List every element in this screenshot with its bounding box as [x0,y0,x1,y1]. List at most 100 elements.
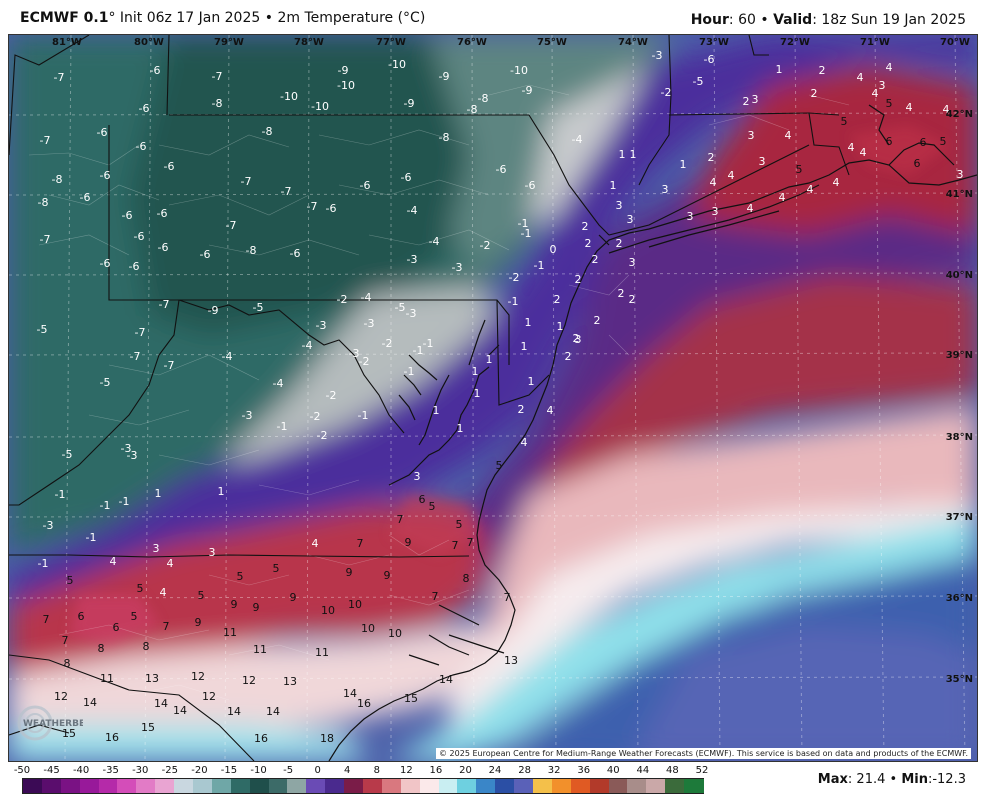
temperature-value-label: 4 [860,146,867,159]
temperature-value-label: -6 [157,207,168,220]
temperature-value-label: 1 [218,485,225,498]
latitude-label: 40°N [946,270,973,281]
degree-sign: ° [108,10,116,26]
temperature-value-label: 9 [346,566,353,579]
colorbar-swatch [249,779,270,793]
temperature-value-label: -5 [693,75,704,88]
temperature-value-label: 13 [283,675,297,688]
temperature-value-label: 15 [404,692,418,705]
temperature-value-label: 1 [619,148,626,161]
temperature-map[interactable]: -7 -6 -7 -9 -10 -9 -10 -3 -6 -5 -2 -6 -8 -10 -10 -10 -9-… [8,34,978,762]
temperature-value-label: 1 [472,365,479,378]
temperature-value-label: 3 [662,183,669,196]
temperature-value-label: 14 [154,697,168,710]
temperature-value-label: -3 [127,449,138,462]
temperature-value-label: 4 [521,436,528,449]
min-value: :-12.3 [927,772,966,787]
temperature-value-label: 5 [496,459,503,472]
temperature-value-label: -9 [208,304,219,317]
temperature-value-label: -7 [159,298,170,311]
temperature-value-label: 13 [145,672,159,685]
temperature-value-label: 8 [463,572,470,585]
colorbar-swatch [306,779,326,793]
temperature-value-label: 14 [343,687,357,700]
lat-lon-grid [9,35,977,761]
temperature-value-label: 10 [348,598,362,611]
temperature-value-label: -7 [307,200,318,213]
temperature-value-label: -8 [212,97,223,110]
temperature-value-label: -1 [55,488,66,501]
temperature-value-label: -3 [652,49,663,62]
colorbar-swatch [193,779,213,793]
temperature-value-label: 6 [886,135,893,148]
colorbar-swatch [174,779,194,793]
temperature-value-label: 1 [557,320,564,333]
temperature-value-label: -7 [226,219,237,232]
temperature-value-label: 14 [83,696,97,709]
temperature-value-label: -3 [43,519,54,532]
temperature-value-label: -6 [150,64,161,77]
temperature-colorbar [22,778,704,794]
valid-value: : 18z Sun 19 Jan 2025 [812,12,966,28]
temperature-value-label: -3 [407,253,418,266]
temperature-value-label: -6 [164,160,175,173]
temperature-value-label: 7 [467,536,474,549]
colorbar-swatch [627,779,647,793]
temperature-value-label: 2 [811,87,818,100]
temperature-value-label: -6 [122,209,133,222]
temperature-value-label: 14 [173,704,187,717]
temperature-value-label: -3 [242,409,253,422]
header-right: Hour: 60 • Valid: 18z Sun 19 Jan 2025 [691,12,966,28]
temperature-value-label: -10 [280,90,298,103]
longitude-label: 70°W [940,37,970,48]
colorbar-tick-label: -50 [13,765,31,776]
temperature-value-label: 8 [64,657,71,670]
colorbar-swatch [551,779,572,793]
colorbar-swatch [457,779,477,793]
colorbar-swatch [646,779,666,793]
temperature-value-label: -10 [337,79,355,92]
temperature-value-label: 4 [906,101,913,114]
temperature-labels: -7-6 -7 -9 -10-9 -10-3 -6-5-2-6 -8-10-10-10 -9-… [37,49,964,745]
temperature-value-label: 1 [155,487,162,500]
temperature-value-label: 3 [957,168,964,181]
temperature-value-label: -7 [281,185,292,198]
temperature-value-label: 2 [629,293,636,306]
temperature-value-label: 7 [163,620,170,633]
state-boundaries [9,35,850,761]
temperature-value-label: -5 [37,323,48,336]
temperature-value-label: 4 [833,176,840,189]
temperature-value-label: -8 [246,244,257,257]
colorbar-tick-label: -15 [220,765,238,776]
temperature-value-label: -1 [100,499,111,512]
temperature-value-label: 12 [191,670,205,683]
temperature-value-label: -2 [661,86,672,99]
temperature-value-label: 12 [242,674,256,687]
temperature-value-label: -6 [158,241,169,254]
temperature-value-label: -1 [358,409,369,422]
temperature-value-label: -6 [360,179,371,192]
temperature-value-label: 3 [616,199,623,212]
temperature-value-label: -7 [164,359,175,372]
temperature-value-label: -7 [54,71,65,84]
temperature-value-label: -8 [52,173,63,186]
colorbar-tick-label: -20 [191,765,208,776]
logo-text: WEATHERBELL [23,719,83,729]
colorbar-swatch [438,779,459,793]
temperature-value-label: -6 [100,169,111,182]
temperature-value-label: 4 [312,537,319,550]
temperature-value-label: -3 [406,307,417,320]
temperature-value-label: 1 [630,148,637,161]
temperature-value-label: 2 [594,314,601,327]
colorbar-swatch [211,779,232,793]
temperature-value-label: -7 [130,350,141,363]
temperature-value-label: 3 [759,155,766,168]
temperature-value-label: 1 [474,387,481,400]
temperature-value-label: 7 [432,590,439,603]
colorbar-swatch [570,779,591,793]
temperature-value-label: -2 [310,410,321,423]
temperature-value-label: -1 [38,557,49,570]
temperature-value-label: 9 [231,598,238,611]
latitude-label: 41°N [946,189,973,200]
init-time: Init 06z 17 Jan 2025 [119,10,261,26]
